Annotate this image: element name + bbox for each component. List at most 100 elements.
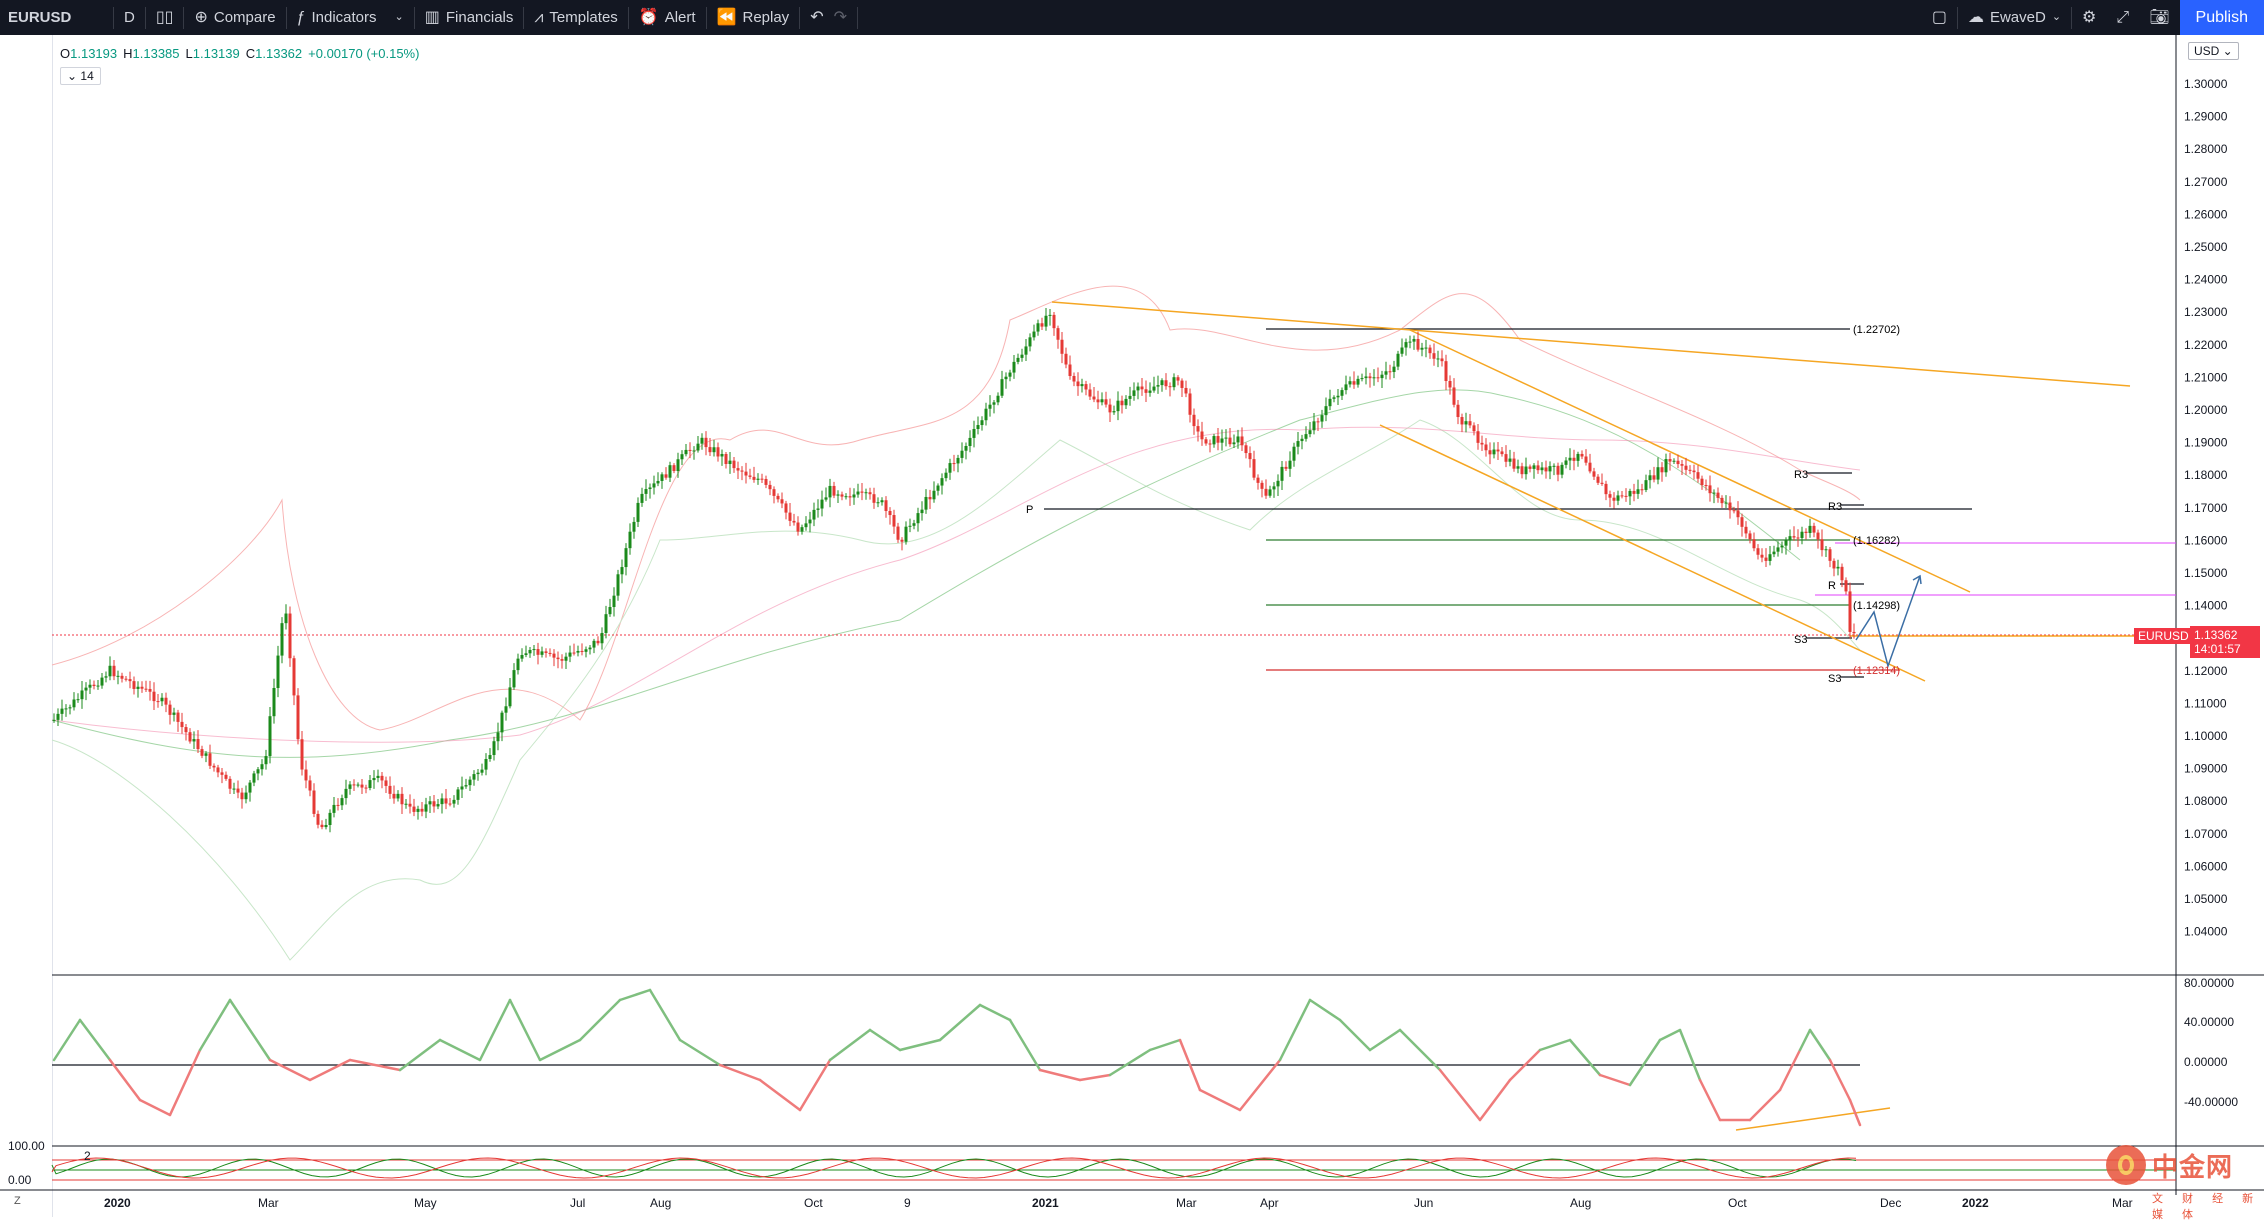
candle-body [728,460,732,464]
snapshot-button[interactable]: 📷︎ [2139,0,2179,35]
oscillator-line [52,988,1862,1127]
osc-segment [1178,1038,1202,1092]
price-tick-label: 1.26000 [2184,207,2228,221]
candle-body [308,780,312,791]
candle-body [1812,525,1816,533]
level-label-3: (1.14298) [1853,600,1900,612]
candle-body [1048,314,1052,316]
fullscreen-layout-button[interactable]: ▢ [1922,0,1957,35]
plus-circle-icon: ⊕ [194,8,208,26]
candle-body [656,480,660,484]
low-num: 1.13139 [192,46,240,61]
osc-segment [398,1038,442,1072]
osc-segment [228,998,272,1062]
candle-body [1332,397,1336,399]
candle-body [536,649,540,655]
osc-segment [898,1038,942,1052]
candle-body [608,607,612,615]
publish-button[interactable]: Publish [2179,0,2264,35]
candle-body [988,404,992,409]
candle-body [1456,404,1460,418]
r-label: R [1828,580,1836,592]
s3-label-b: S3 [1828,673,1841,685]
replay-button[interactable]: ⏪ Replay [707,0,800,35]
osc-segment [348,1058,402,1072]
price-tick-label: 1.10000 [2184,729,2228,743]
candle-body [820,499,824,509]
indicator-length-toggle[interactable]: ⌄ 14 [60,67,101,85]
osc-segment [52,1018,82,1062]
candle-body [812,509,816,520]
collapse-icon: ⌄ [67,69,81,83]
candle-body [484,759,488,770]
candle-body [212,765,216,768]
osc-segment [1598,1073,1632,1087]
candle-body [524,653,528,655]
time-tick-label: 2022 [1962,1196,1989,1210]
price-tick-label: 1.06000 [2184,859,2228,873]
osc-segment [1108,1048,1152,1077]
layout-menu[interactable]: ☁ EwaveD ⌄ [1958,0,2071,35]
candle-body [1252,459,1256,478]
candle-body [644,489,648,494]
candle-body [784,503,788,513]
timezone-z-button[interactable]: Z [14,1195,21,1207]
candle-body [1816,532,1820,540]
chart-type-button[interactable]: ▯▯ [146,0,184,35]
candle-body [824,497,828,500]
osc2-tick-label: 0.00 [8,1173,32,1187]
settings-button[interactable]: ⚙ [2072,0,2106,35]
candle-body [324,824,328,828]
candle-body [220,772,224,775]
layout-name: EwaveD [1989,9,2046,26]
candle-body [56,713,60,720]
candle-body [144,688,148,690]
currency-button[interactable]: USD ⌄ [2188,42,2239,60]
candle-body [264,756,268,765]
candle-body [444,798,448,804]
osc-segment [438,1038,482,1062]
candle-body [1556,465,1560,475]
candle-body [1756,548,1760,555]
candle-body [1432,353,1436,359]
price-tick-label: 1.30000 [2184,77,2228,91]
undo-button[interactable]: ↶ [800,0,833,35]
candle-body [1520,466,1524,475]
alert-button[interactable]: ⏰ Alert [629,0,706,35]
osc-tick-label: 40.00000 [2184,1015,2234,1029]
chart-canvas[interactable]: 1.30000 1.29000 1.28000 1.27000 1.26000 1.250… [0,35,2264,1217]
templates-button[interactable]: ⩘ Templates [524,0,627,35]
osc-segment [1848,1098,1862,1127]
upper-band [51,285,1861,731]
candle-body [720,453,724,457]
candle-body [348,784,352,789]
candle-body [1336,395,1340,398]
osc-segment [1508,1048,1542,1082]
financials-button[interactable]: ▥ Financials [415,0,524,35]
projection-path [1855,575,1921,669]
candle-body [1852,631,1856,634]
candle-body [460,786,464,790]
compare-button[interactable]: ⊕ Compare [184,0,285,35]
fullscreen-button[interactable]: ⤢ [2106,0,2139,35]
candle-body [192,739,196,742]
candle-body [532,649,536,651]
cloud-icon: ☁ [1967,8,1984,26]
candle-body [504,706,508,713]
candle-body [1416,338,1420,350]
candle-body [1340,390,1344,396]
candle-body [1220,438,1224,443]
candle-body [1092,396,1096,400]
redo-button[interactable]: ↷ [834,0,857,35]
candle-body [832,485,836,496]
candle-body [1540,467,1544,471]
candle-body [1200,431,1204,440]
candle-body [1460,417,1464,425]
interval-button[interactable]: D [114,0,145,35]
symbol-search[interactable]: EURUSD [8,9,72,26]
candle-body [1204,439,1208,444]
candle-body [1496,449,1500,452]
candle-body [600,632,604,644]
time-tick-label: Apr [1260,1196,1279,1210]
indicators-button[interactable]: ƒ Indicators ⌄ [287,0,414,35]
